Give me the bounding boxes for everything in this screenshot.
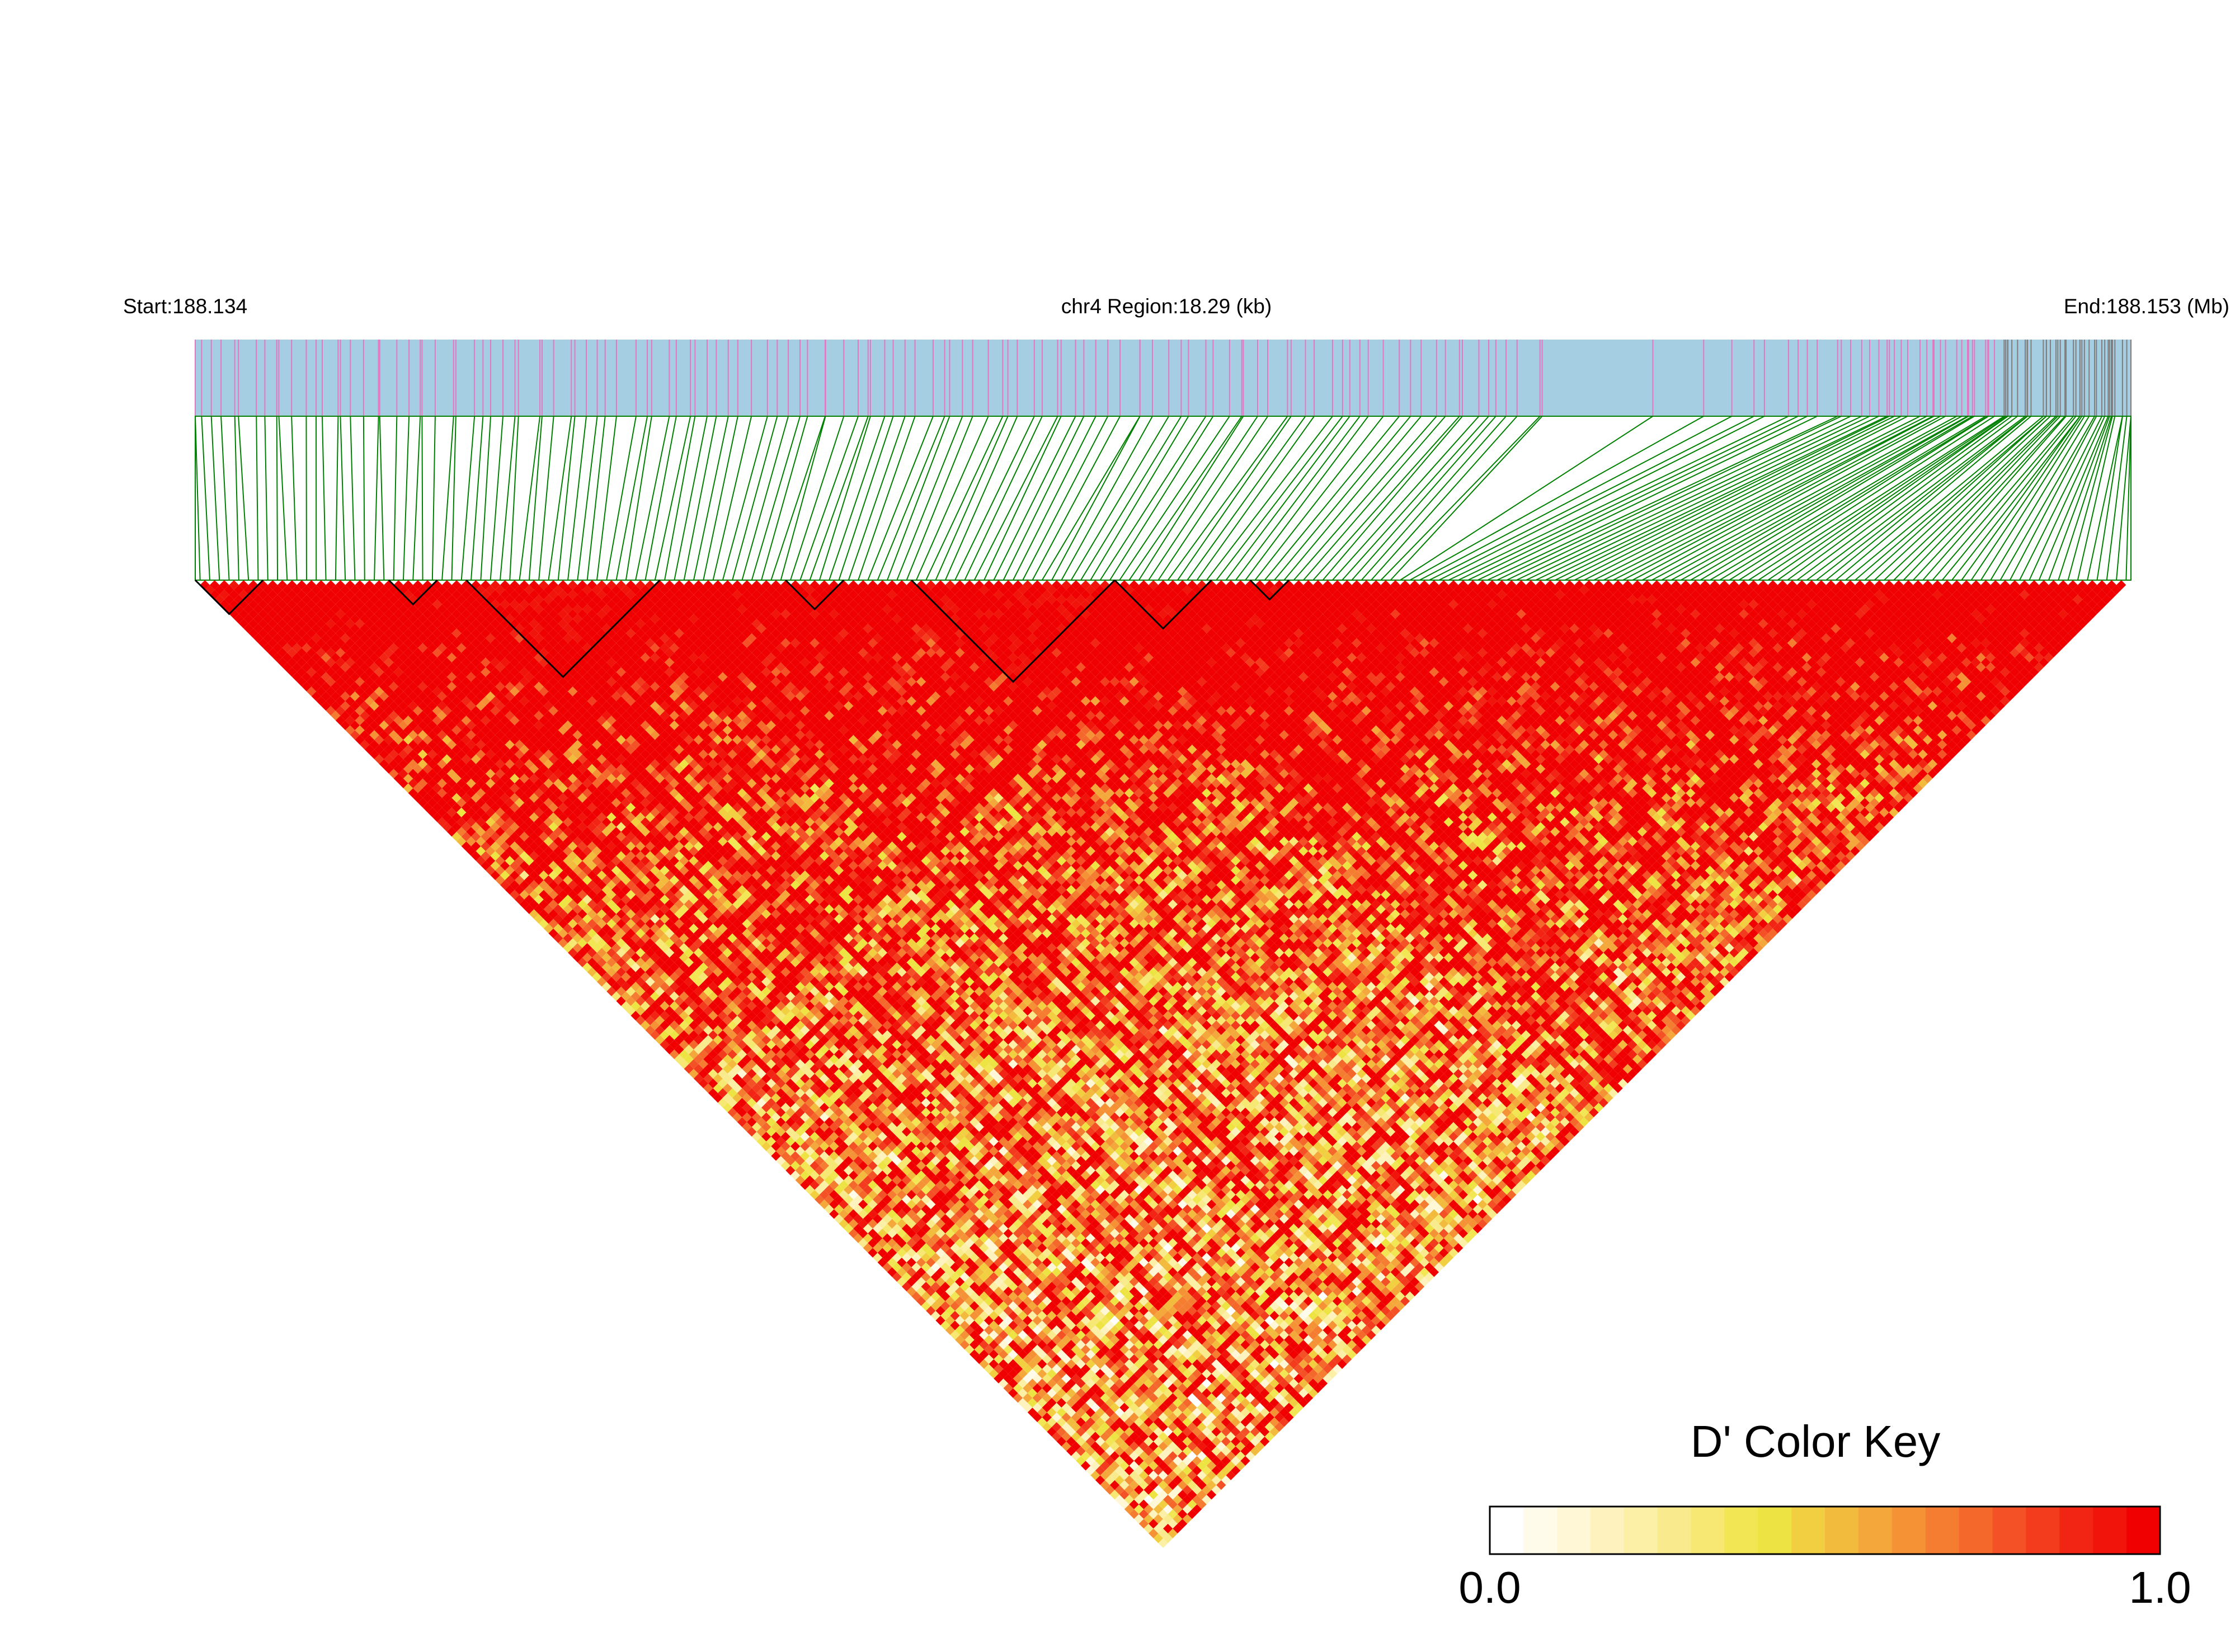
connector-line xyxy=(935,416,1008,580)
connector-line xyxy=(2039,416,2109,580)
connector-line xyxy=(211,416,220,580)
connector-line xyxy=(279,416,287,580)
connector-line xyxy=(1090,416,1188,580)
connector-line xyxy=(195,416,200,580)
connector-line xyxy=(839,416,893,580)
connector-line xyxy=(1333,416,1479,580)
connector-line xyxy=(1758,416,2006,580)
connector-line xyxy=(1971,416,2082,580)
connector-line xyxy=(752,416,800,580)
connector-line xyxy=(1410,416,1704,580)
connector-line xyxy=(374,416,379,580)
connector-line xyxy=(732,416,777,580)
connector-line xyxy=(742,416,788,580)
connector-line xyxy=(1429,416,1754,580)
connector-line xyxy=(1362,416,1506,580)
connector-line xyxy=(340,416,345,580)
connector-line xyxy=(1458,416,1799,580)
connector-line xyxy=(1961,416,2080,580)
connector-line xyxy=(1265,416,1400,580)
connector-line xyxy=(2029,416,2105,580)
connector-line xyxy=(322,416,326,580)
connector-line xyxy=(761,416,807,580)
connector-line xyxy=(597,416,617,580)
gene-track-bar xyxy=(195,340,2131,416)
connector-line xyxy=(265,416,267,580)
connector-line xyxy=(1720,416,1988,580)
connector-line xyxy=(432,416,435,580)
connector-line xyxy=(626,416,652,580)
connector-line xyxy=(2058,416,2111,580)
connector-line xyxy=(1932,416,2073,580)
connector-line xyxy=(500,416,515,580)
connector-line xyxy=(1681,416,1969,580)
snp-connector-lines xyxy=(195,416,2131,580)
connector-line xyxy=(336,416,338,580)
connector-line xyxy=(520,416,540,580)
connector-line xyxy=(350,416,355,580)
connector-line xyxy=(1197,416,1314,580)
connector-line xyxy=(403,416,409,580)
connector-line xyxy=(201,416,210,580)
connector-line xyxy=(1691,416,1973,580)
connector-line xyxy=(491,416,503,580)
connector-line xyxy=(878,416,945,580)
connector-line xyxy=(1216,416,1343,580)
connector-line xyxy=(1488,416,1838,580)
connector-line xyxy=(636,416,669,580)
connector-line xyxy=(587,416,605,580)
region-end-label: End:188.153 (Mb) xyxy=(2064,295,2229,318)
connector-line xyxy=(1797,416,2017,580)
ld-triangle xyxy=(200,580,2126,1548)
connector-line xyxy=(221,416,229,580)
connector-line xyxy=(1013,416,1096,580)
connector-line xyxy=(1913,416,2065,580)
connector-line xyxy=(481,416,491,580)
connector-line xyxy=(1274,416,1410,580)
connector-line xyxy=(510,416,518,580)
connector-line xyxy=(291,416,297,580)
connector-line xyxy=(1381,416,1540,580)
region-start-label: Start:188.134 xyxy=(123,295,247,318)
connector-line xyxy=(800,416,858,580)
connector-line xyxy=(558,416,575,580)
connector-line xyxy=(568,416,586,580)
connector-line xyxy=(1149,416,1258,580)
connector-line xyxy=(1516,416,1861,580)
connector-line xyxy=(256,416,258,580)
connector-line xyxy=(820,416,871,580)
connector-line xyxy=(364,416,365,580)
gene-track xyxy=(195,340,2131,416)
connector-line xyxy=(907,416,973,580)
connector-line xyxy=(235,416,239,580)
connector-line xyxy=(1613,416,1933,580)
connector-line xyxy=(413,416,420,580)
connector-line xyxy=(394,416,397,580)
connector-line xyxy=(1245,416,1368,580)
region-title: chr4 Region:18.29 (kb) xyxy=(1061,295,1272,318)
connector-line xyxy=(964,416,1042,580)
connector-line xyxy=(380,416,384,580)
connector-line xyxy=(926,416,1003,580)
connector-line xyxy=(238,416,248,580)
connector-line xyxy=(1100,416,1206,580)
connector-line xyxy=(577,416,597,580)
connector-line xyxy=(1284,416,1421,580)
connector-line xyxy=(868,416,933,580)
connector-line xyxy=(306,416,307,580)
connector-line xyxy=(1236,416,1360,580)
connector-line xyxy=(529,416,542,580)
